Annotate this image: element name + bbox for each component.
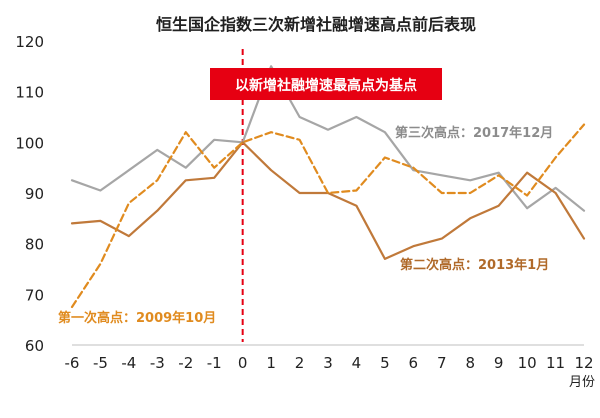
series-label-third-peak: 第三次高点：2017年12月: [395, 125, 553, 141]
series-label-second-peak: 第二次高点：2013年1月: [400, 257, 549, 273]
y-tick-label-6: 120: [15, 33, 44, 51]
y-tick-label-3: 90: [25, 185, 44, 203]
y-tick-label-2: 80: [25, 236, 44, 254]
series-line-0: [70, 123, 586, 309]
x-tick-label-3: -3: [150, 354, 165, 372]
x-axis-unit-label: 月份: [569, 375, 595, 390]
reference-callout-text: 以新增社融增速最高点为基点: [235, 77, 417, 94]
x-tick-label-6: 0: [238, 354, 248, 372]
x-tick-label-0: -6: [65, 354, 80, 372]
x-tick-label-1: -5: [93, 354, 108, 372]
x-tick-label-4: -2: [178, 354, 193, 372]
y-tick-label-1: 70: [25, 286, 44, 304]
x-tick-label-11: 5: [380, 354, 390, 372]
x-tick-label-5: -1: [207, 354, 222, 372]
x-tick-label-14: 8: [465, 354, 475, 372]
x-tick-label-17: 11: [546, 354, 565, 372]
series-line-2: [70, 65, 586, 212]
x-tick-label-7: 1: [266, 354, 276, 372]
x-tick-label-8: 2: [295, 354, 305, 372]
y-tick-label-0: 60: [25, 337, 44, 355]
x-tick-label-9: 3: [323, 354, 333, 372]
x-tick-label-15: 9: [494, 354, 504, 372]
reference-callout: 以新增社融增速最高点为基点: [210, 68, 442, 100]
x-tick-label-10: 4: [352, 354, 362, 372]
x-tick-label-12: 6: [409, 354, 419, 372]
x-tick-label-2: -4: [121, 354, 136, 372]
reference-callout-box: [210, 68, 442, 100]
series-label-first-peak: 第一次高点：2009年10月: [58, 310, 216, 326]
x-tick-label-16: 10: [518, 354, 537, 372]
chart-title: 恒生国企指数三次新增社融增速高点前后表现: [156, 15, 476, 34]
x-tick-label-18: 12: [574, 354, 593, 372]
series-group: [70, 65, 586, 309]
y-tick-label-5: 110: [15, 84, 44, 102]
y-tick-label-4: 100: [15, 134, 44, 152]
x-tick-label-13: 7: [437, 354, 447, 372]
